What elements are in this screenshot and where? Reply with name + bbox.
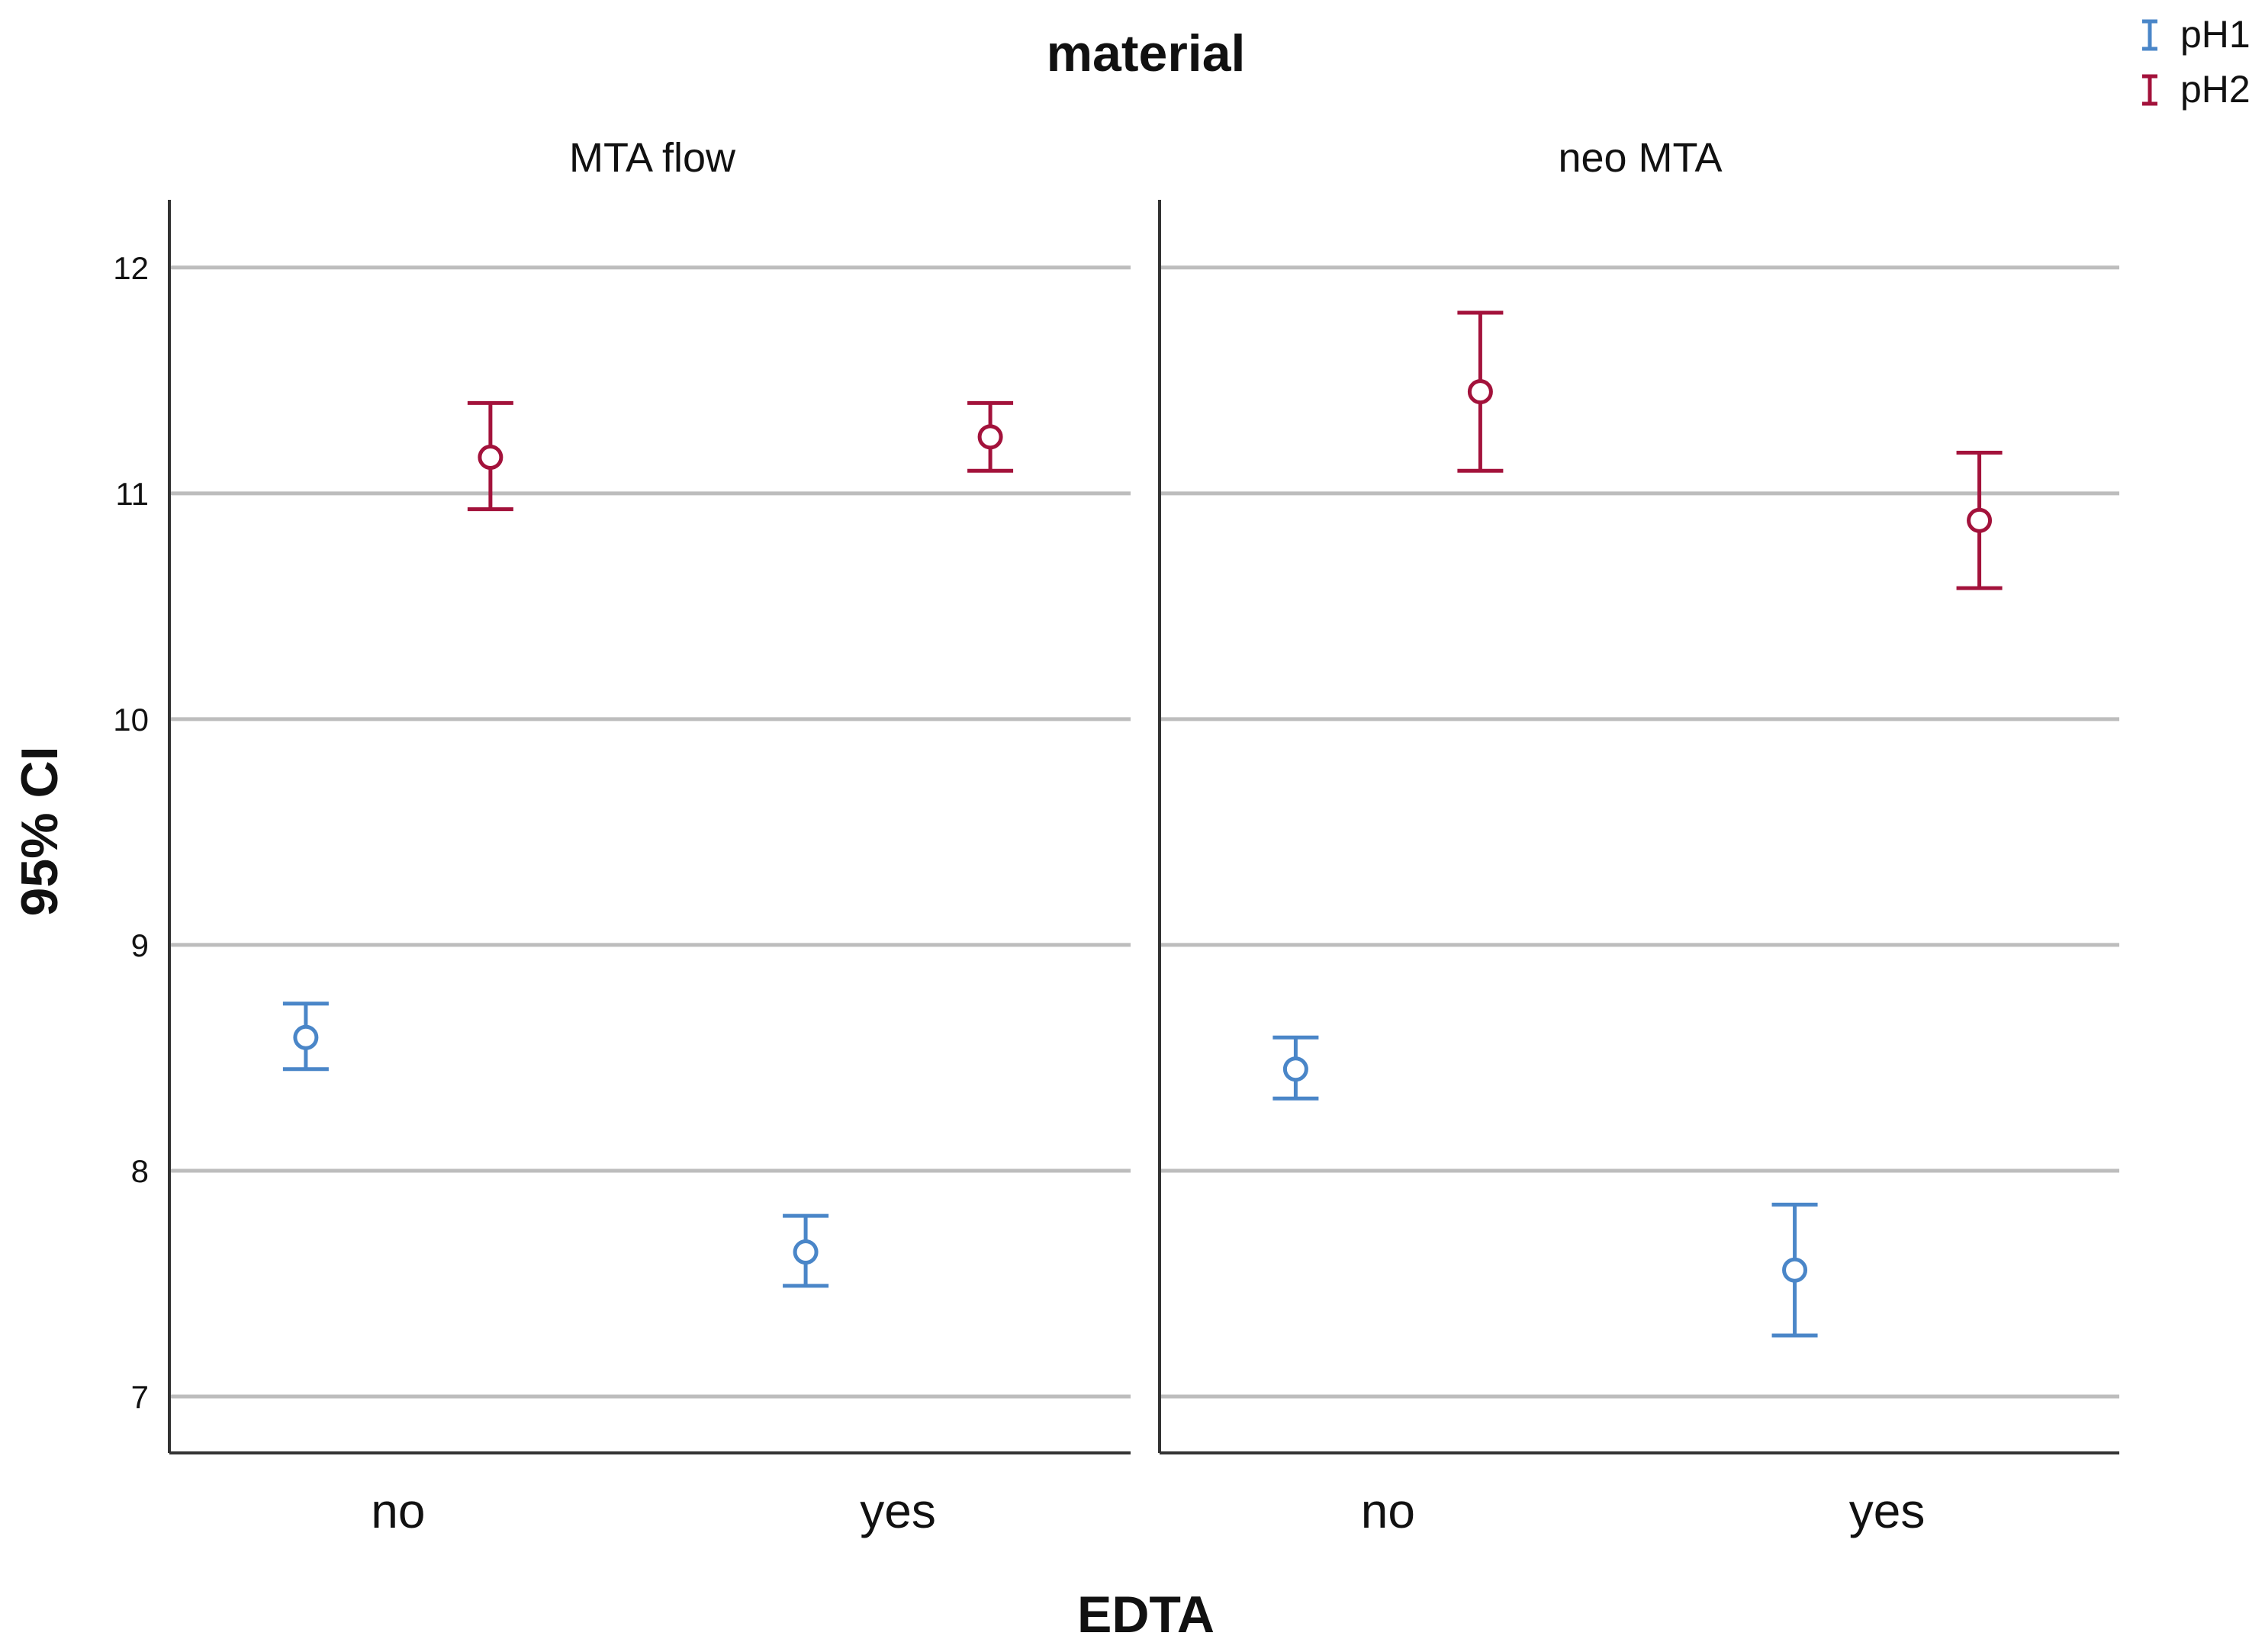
y-tick-label: 10 <box>113 702 149 738</box>
mean-marker <box>293 1024 319 1050</box>
legend-label-ph2: pH2 <box>2180 68 2251 111</box>
errorbar-ph1-yes <box>783 1213 829 1288</box>
x-tick-label: no <box>1361 1483 1415 1538</box>
panel-mta-flow: MTA flow 7 8 9 10 11 12 no yes <box>113 135 1131 1538</box>
errorbar-ph2-no <box>1457 310 1504 473</box>
x-tick-label: no <box>371 1483 425 1538</box>
mean-marker <box>977 424 1003 450</box>
mean-marker <box>1967 507 1993 533</box>
y-tick-label: 12 <box>113 250 149 286</box>
legend-errorbar-icon <box>2142 74 2157 106</box>
panel-neo-mta: neo MTA no yes <box>1158 135 2119 1538</box>
facet-label: MTA flow <box>569 135 736 181</box>
y-axis-title: 95% CI <box>11 747 69 917</box>
chart-title: material <box>1047 24 1246 82</box>
errorbar-ph2-no <box>467 400 513 512</box>
mean-marker <box>1782 1257 1808 1283</box>
errorbar-ph2-yes <box>1956 451 2003 590</box>
mean-marker <box>478 444 504 470</box>
mean-marker <box>1467 379 1493 405</box>
x-tick-label: yes <box>860 1483 936 1538</box>
x-tick-label: yes <box>1849 1483 1926 1538</box>
errorbar-ph1-yes <box>1771 1202 1818 1338</box>
y-tick-label: 9 <box>131 927 149 963</box>
mean-marker <box>1282 1056 1308 1082</box>
errorbar-ph2-yes <box>967 400 1014 473</box>
errorbar-ph1-no <box>1272 1035 1319 1101</box>
legend-label-ph1: pH1 <box>2180 13 2251 56</box>
y-tick-label: 11 <box>115 476 149 512</box>
mean-marker <box>793 1239 819 1265</box>
y-tick-label: 8 <box>131 1153 149 1189</box>
legend-errorbar-icon <box>2142 19 2157 51</box>
errorbar-ph1-no <box>282 1001 329 1072</box>
x-axis-title: EDTA <box>1077 1586 1215 1644</box>
y-tick-label: 7 <box>131 1379 149 1415</box>
facet-label: neo MTA <box>1558 135 1722 181</box>
